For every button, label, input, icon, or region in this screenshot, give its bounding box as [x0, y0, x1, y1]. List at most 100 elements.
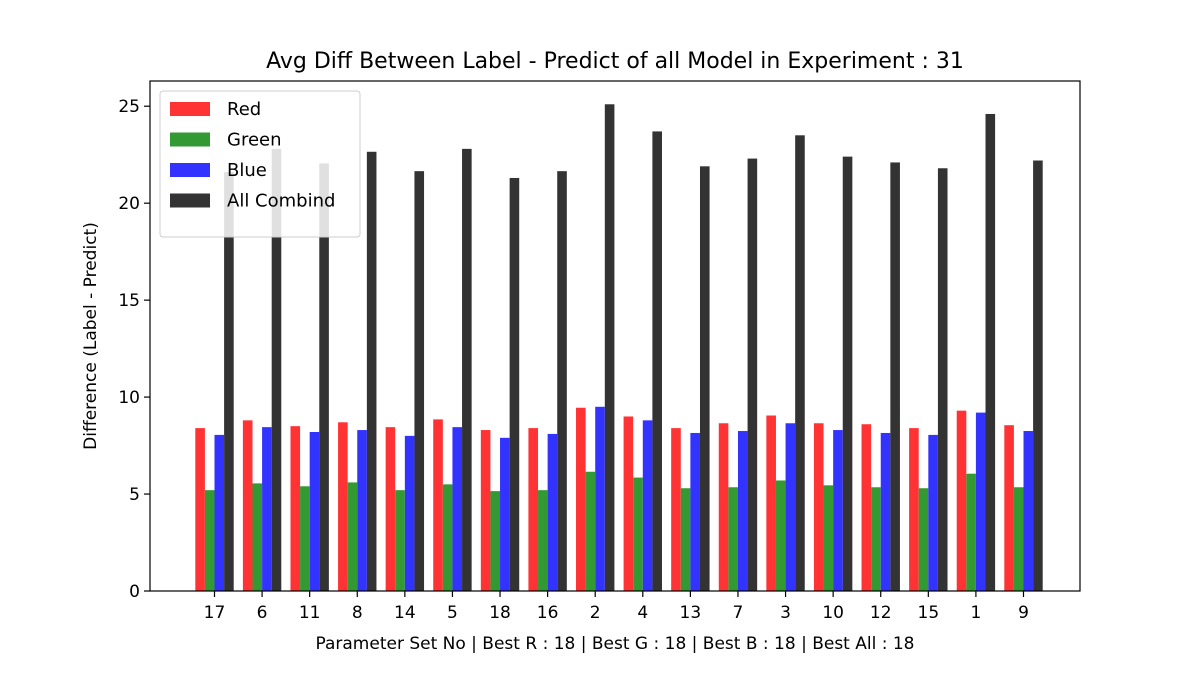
bar-red-6 [242, 420, 253, 591]
x-tick-label: 13 [680, 603, 702, 623]
bar-all-combind-5 [462, 148, 472, 591]
bar-red-1 [956, 410, 967, 591]
x-tick-label: 12 [870, 603, 892, 623]
bar-red-16 [528, 428, 539, 591]
bar-green-14 [395, 490, 405, 591]
x-tick-label: 6 [257, 603, 268, 623]
x-axis: 17 6 11 8 14 5 18 16 2 4 13 7 3 10 12 15 1 9 [204, 591, 1029, 623]
bar-blue-13 [690, 432, 700, 591]
bar-all-combind-17 [224, 172, 234, 591]
x-tick-label: 15 [918, 603, 940, 623]
bar-blue-7 [737, 431, 748, 591]
bar-blue-9 [1023, 431, 1034, 591]
y-tick-label: 5 [129, 485, 140, 505]
bar-all-combind-15 [937, 168, 948, 591]
bar-blue-17 [214, 434, 225, 591]
x-tick-label: 8 [352, 603, 363, 623]
bar-red-2 [576, 407, 586, 591]
x-tick-label: 14 [394, 603, 416, 623]
bar-all-combind-12 [890, 162, 900, 591]
bar-red-17 [195, 428, 205, 591]
x-tick-label: 9 [1018, 603, 1029, 623]
legend-swatch-all-combind [170, 193, 210, 208]
bar-red-9 [1004, 425, 1014, 591]
x-axis-label: Parameter Set No | Best R : 18 | Best G … [315, 634, 914, 654]
x-tick-label: 16 [537, 603, 559, 623]
bar-red-8 [338, 422, 348, 591]
bar-red-5 [433, 419, 443, 591]
bar-green-15 [918, 488, 929, 591]
bar-red-12 [861, 424, 872, 591]
legend-label-all-combind: All Combind [227, 191, 335, 212]
bar-blue-15 [928, 434, 938, 591]
bar-red-18 [480, 430, 491, 591]
bar-all-combind-9 [1033, 160, 1043, 591]
legend-swatch-green [170, 132, 210, 147]
x-tick-label: 2 [590, 603, 601, 623]
bar-blue-5 [452, 427, 463, 591]
bar-red-14 [385, 427, 396, 591]
y-tick-label: 25 [118, 97, 140, 117]
bar-all-combind-4 [652, 131, 662, 592]
bar-red-11 [290, 426, 301, 591]
bar-all-combind-10 [842, 156, 853, 591]
bar-green-4 [633, 477, 643, 591]
bar-blue-10 [833, 430, 843, 591]
bar-all-combind-11 [319, 163, 329, 591]
bar-green-1 [966, 473, 976, 591]
legend-label-blue: Blue [227, 160, 267, 181]
x-tick-label: 18 [489, 603, 511, 623]
bar-all-combind-13 [699, 166, 710, 591]
x-tick-label: 10 [822, 603, 844, 623]
plot-frame [149, 80, 1081, 592]
bar-all-combind-7 [747, 158, 758, 591]
bar-all-combind-3 [795, 135, 805, 592]
bar-red-15 [909, 428, 919, 591]
y-axis-label: Difference (Label - Predict) [81, 222, 101, 450]
bar-blue-1 [975, 412, 986, 591]
bar-all-combind-2 [604, 104, 615, 592]
bar-blue-8 [357, 430, 367, 591]
bar-green-10 [823, 485, 834, 591]
y-tick-label: 0 [129, 582, 140, 602]
bar-blue-12 [880, 432, 891, 591]
bar-green-12 [871, 487, 881, 591]
bar-blue-14 [404, 435, 415, 591]
legend-label-green: Green [227, 130, 282, 151]
x-tick-label: 3 [780, 603, 791, 623]
bar-blue-2 [595, 406, 605, 591]
bar-green-17 [204, 490, 215, 591]
y-axis: 0 5 10 15 20 25 [118, 97, 150, 602]
bar-green-16 [538, 490, 548, 591]
bar-all-combind-14 [414, 171, 425, 592]
x-tick-label: 7 [733, 603, 744, 623]
bar-red-4 [623, 416, 634, 591]
x-tick-label: 11 [299, 603, 321, 623]
bar-red-10 [813, 423, 824, 591]
bar-green-18 [490, 491, 501, 591]
bar-red-3 [766, 415, 776, 591]
bar-green-6 [252, 483, 263, 591]
bar-green-11 [300, 486, 310, 591]
x-tick-label: 17 [204, 603, 226, 623]
bar-red-7 [718, 423, 729, 591]
bar-blue-3 [785, 423, 796, 591]
x-tick-label: 4 [637, 603, 648, 623]
x-tick-label: 5 [447, 603, 458, 623]
bar-green-8 [347, 482, 358, 591]
legend-swatch-blue [170, 163, 210, 177]
bar-all-combind-6 [271, 148, 282, 591]
bar-blue-16 [547, 433, 558, 591]
bar-blue-6 [262, 427, 272, 591]
legend-swatch-red [170, 102, 210, 116]
bar-green-5 [442, 484, 453, 591]
x-tick-label: 1 [970, 603, 981, 623]
y-tick-label: 15 [118, 291, 140, 311]
bar-blue-4 [642, 420, 653, 591]
chart-title: Avg Diff Between Label - Predict of all … [266, 49, 964, 74]
bar-green-3 [775, 480, 786, 591]
legend: Red Green Blue All Combind [159, 90, 361, 238]
bar-green-9 [1013, 487, 1024, 591]
bars-group [195, 104, 1043, 592]
